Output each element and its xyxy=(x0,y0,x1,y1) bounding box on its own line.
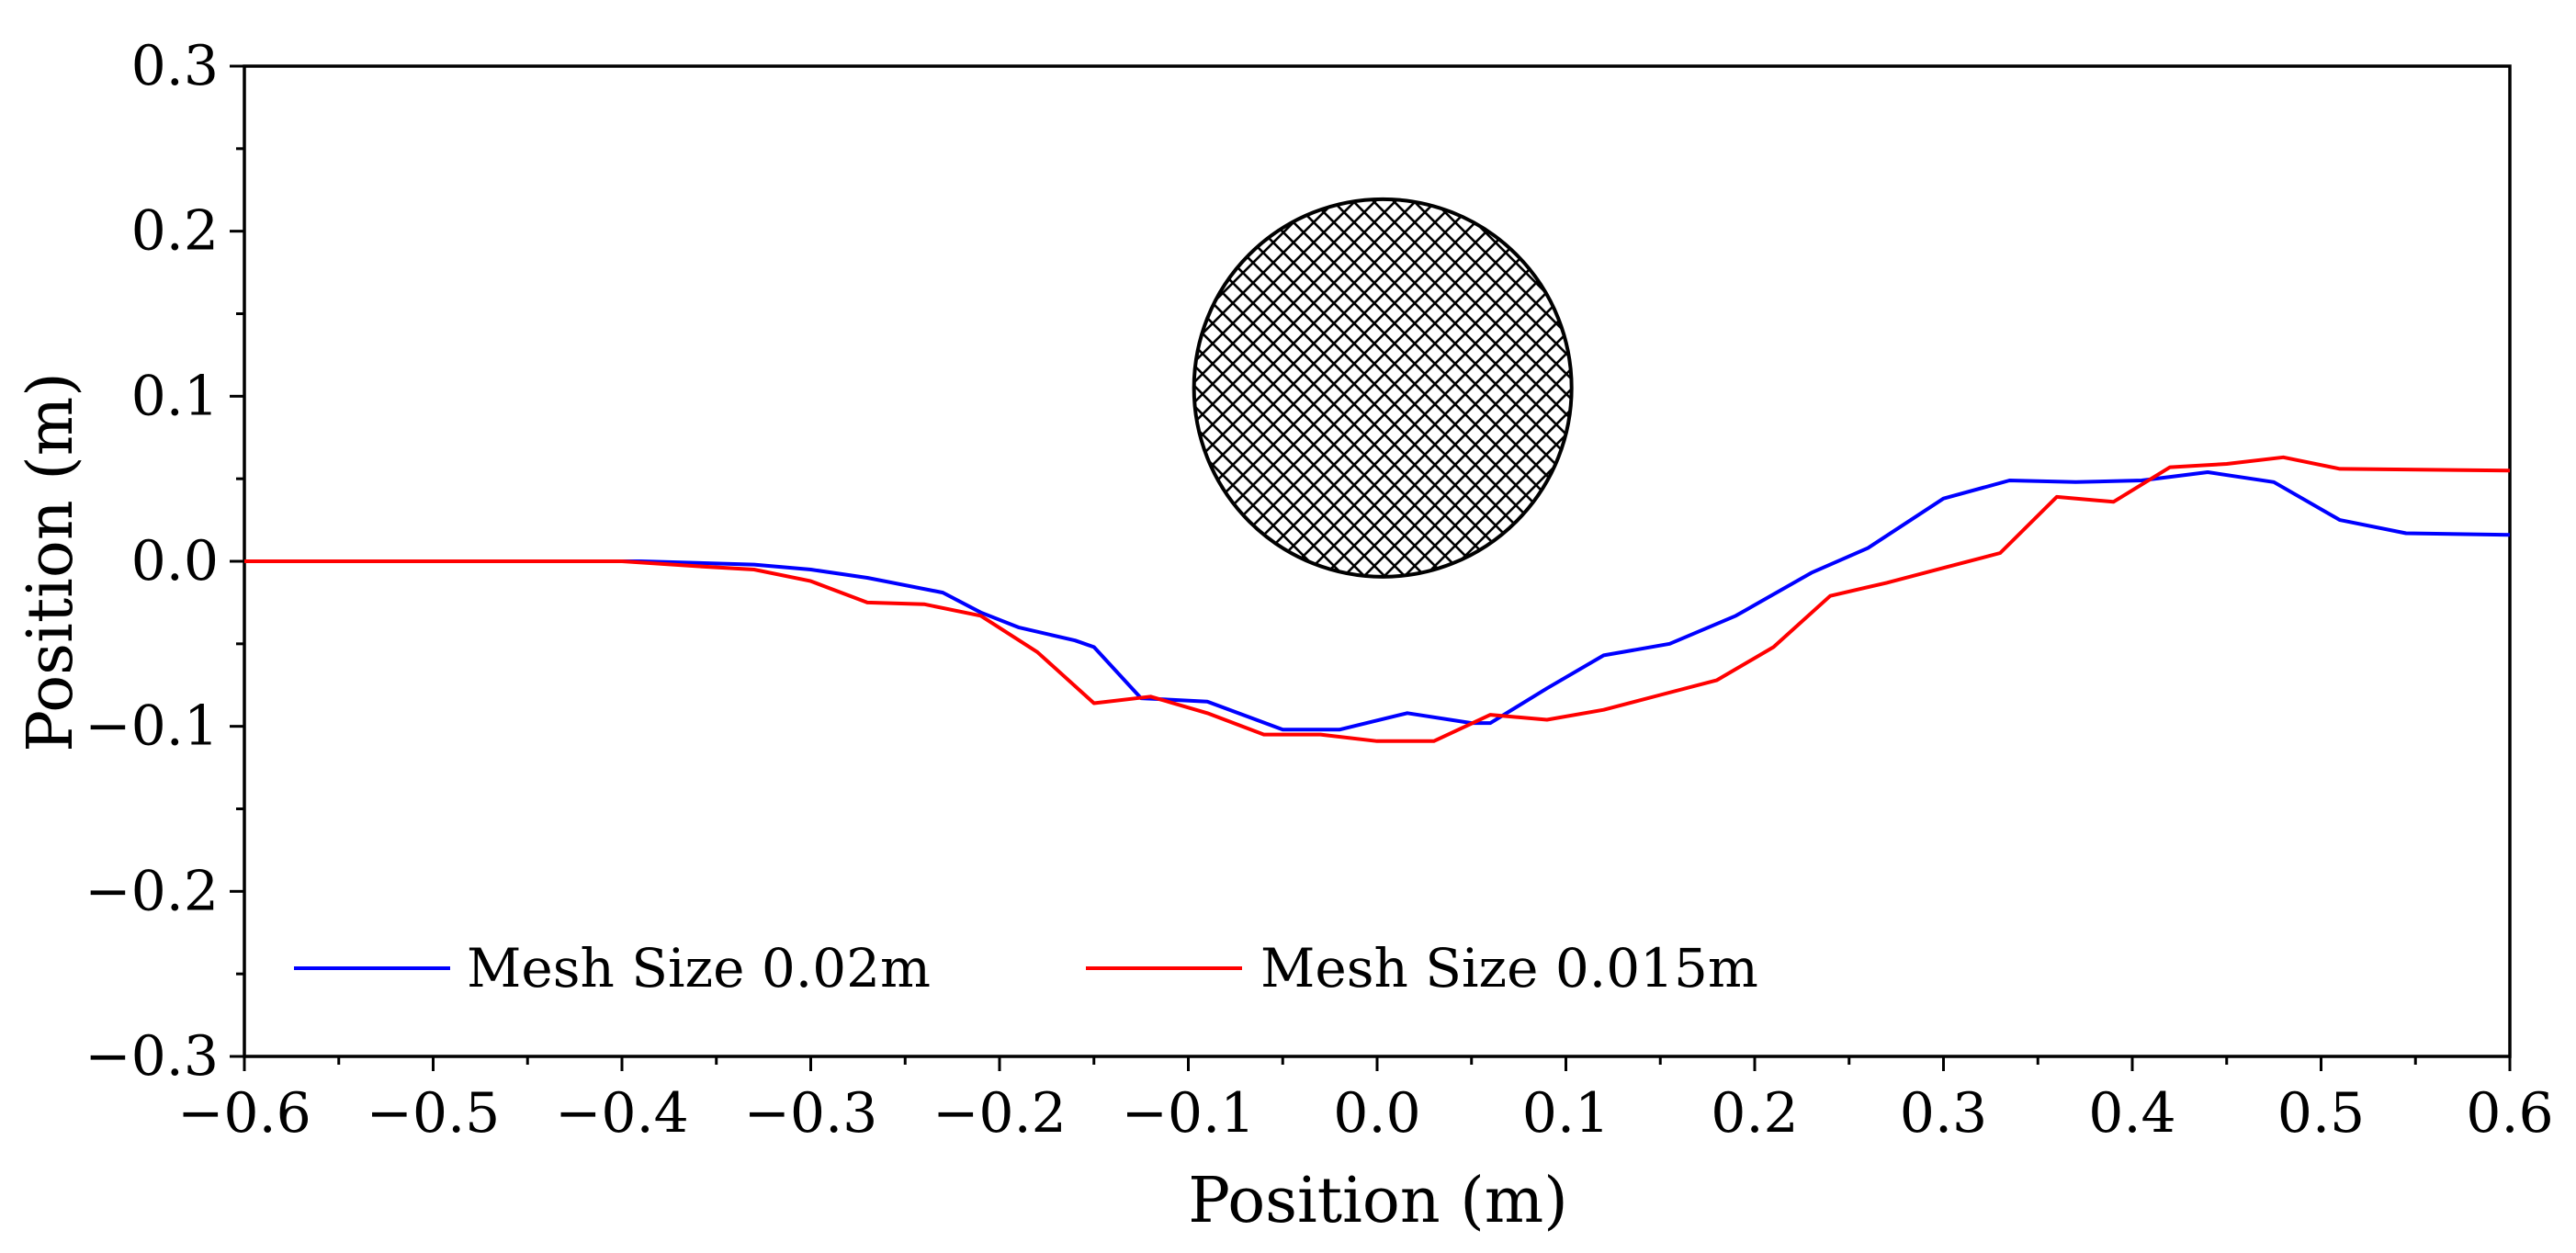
x-tick-label: 0.1 xyxy=(1522,1081,1610,1146)
x-tick-label: 0.0 xyxy=(1333,1081,1420,1146)
x-tick-label: 0.5 xyxy=(2277,1081,2365,1146)
x-tick-label: 0.4 xyxy=(2088,1081,2175,1146)
x-tick-label: −0.1 xyxy=(1122,1081,1256,1146)
y-tick-label: −0.1 xyxy=(85,694,219,759)
y-tick-label: 0.1 xyxy=(131,364,219,428)
x-axis-title: Position (m) xyxy=(1188,1165,1568,1237)
y-axis-title: Position (m) xyxy=(15,372,87,752)
legend: Mesh Size 0.02m Mesh Size 0.015m xyxy=(294,937,1758,999)
annotation-layer xyxy=(1192,197,1574,579)
x-tick-label: −0.2 xyxy=(932,1081,1067,1146)
x-tick-label: −0.5 xyxy=(367,1081,501,1146)
series-layer xyxy=(244,455,2511,743)
series-line-2 xyxy=(244,455,2511,743)
x-tick-label: −0.6 xyxy=(177,1081,311,1146)
y-tick-label: 0.2 xyxy=(131,199,219,264)
x-tick-label: 0.2 xyxy=(1711,1081,1798,1146)
x-tick-label: 0.6 xyxy=(2466,1081,2553,1146)
y-tick-label: 0.3 xyxy=(131,34,219,98)
legend-label-2: Mesh Size 0.015m xyxy=(1260,937,1758,999)
x-tick-label: −0.3 xyxy=(744,1081,878,1146)
x-tick-label: −0.4 xyxy=(555,1081,689,1146)
y-tick-label: −0.3 xyxy=(85,1024,219,1089)
y-tick-label: 0.0 xyxy=(131,529,219,593)
series-line-1 xyxy=(244,470,2511,732)
axis-ticks: −0.6 −0.5 −0.4 −0.3 −0.2 −0.1 0.0 0.1 0.2 0.3 0.4 0… xyxy=(85,34,2553,1146)
x-tick-label: 0.3 xyxy=(1900,1081,1987,1146)
y-tick-label: −0.2 xyxy=(85,859,219,923)
legend-label-1: Mesh Size 0.02m xyxy=(467,937,931,999)
cross-hatched-circle xyxy=(1192,197,1574,579)
